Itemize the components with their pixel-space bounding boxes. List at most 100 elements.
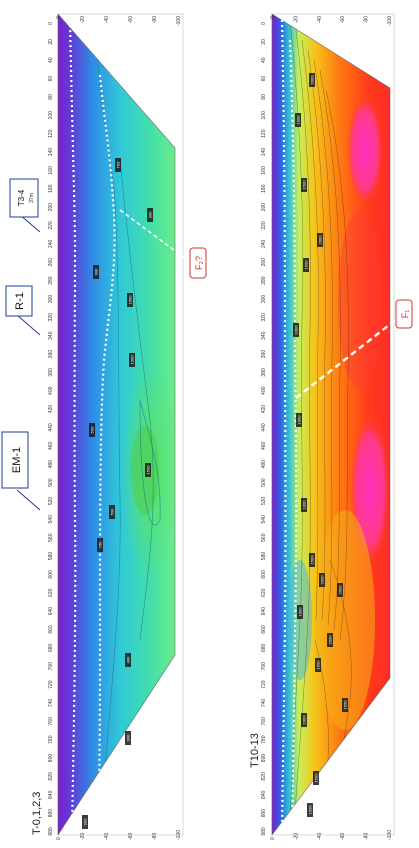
depth-tick-label-bottom: -40: [104, 833, 110, 840]
contour-label: 2000: [310, 75, 315, 85]
depth-tick-label-top: -60: [340, 16, 346, 23]
x-tick-label: 100: [261, 111, 267, 120]
contour-label-bg: [313, 771, 319, 785]
x-tick-label: 740: [48, 699, 54, 708]
contour-label-bg: [147, 208, 153, 222]
contour-label: 2000: [328, 635, 333, 645]
contour-label-bg: [342, 698, 348, 712]
x-tick-label: 300: [261, 295, 267, 304]
x-tick-label: 460: [261, 441, 267, 450]
contour-label-bg: [301, 498, 307, 512]
callout-t34-sub: 37m: [29, 193, 35, 203]
x-tick-label: 880: [261, 827, 267, 836]
x-tick-label: 600: [261, 570, 267, 579]
x-tick-label: 860: [48, 809, 54, 818]
x-tick-label: 420: [261, 405, 267, 414]
section-panel-top: 0 20 40 60 80 100 120 140 160 180 200 220 240 260 280 3…: [1, 13, 207, 840]
x-tick-label: 620: [261, 588, 267, 597]
contour-label-bg: [297, 605, 303, 619]
x-tick-label: 140: [48, 148, 54, 157]
x-tick-label: 840: [261, 790, 267, 799]
contour-label-bg: [307, 803, 313, 817]
x-tick-label: 880: [48, 827, 54, 836]
x-tick-label: 220: [48, 221, 54, 230]
contour-labels-bottom: 2000 1000 1500 2000 1500 1000 1000 1000 1500 2000…: [293, 73, 348, 817]
x-tick-label: 640: [261, 607, 267, 616]
x-tick-label: 20: [261, 39, 267, 45]
x-tick-label: 480: [48, 460, 54, 469]
contour-label: 1500: [316, 660, 321, 670]
contour-label: 1500: [304, 260, 309, 270]
contour-label-bg: [115, 158, 121, 172]
contour-label-bg: [295, 113, 301, 127]
x-tick-label: 20: [48, 39, 54, 45]
depth-tick-label-top: -100: [387, 16, 393, 26]
contour-label: 900: [126, 734, 131, 741]
callout-r1-text: R-1: [14, 292, 26, 310]
x-tick-label: 300: [48, 295, 54, 304]
x-tick-label: 460: [48, 441, 54, 450]
contour-label-bg: [301, 713, 307, 727]
contour-label: 1000: [298, 607, 303, 617]
contour-label: 900: [94, 268, 99, 275]
x-tick-label: 220: [261, 221, 267, 230]
boundary-dotted-line-bottom-2: [288, 39, 298, 831]
contour-label: 2000: [338, 585, 343, 595]
contour-label: 500: [110, 508, 115, 515]
boundary-dotted-line-top-2: [96, 74, 116, 831]
x-tick-label: 400: [48, 386, 54, 395]
fault-f1-label: F₁: [400, 310, 410, 319]
x-tick-label: 700: [48, 662, 54, 671]
contour-label: 1000: [296, 115, 301, 125]
contour-label: 500: [90, 426, 95, 433]
x-tick-label: 700: [261, 662, 267, 671]
x-tick-label: 360: [261, 350, 267, 359]
x-tick-label: 80: [48, 94, 54, 100]
x-tick-label: 120: [48, 129, 54, 138]
x-tick-label: 740: [261, 699, 267, 708]
x-tick-label: 800: [48, 754, 54, 763]
contour-label: 1000: [297, 415, 302, 425]
contour-label: 1500: [308, 805, 313, 815]
depth-tick-label-top: -80: [364, 16, 370, 23]
contour-label: 1500: [302, 180, 307, 190]
x-tick-label: 560: [261, 533, 267, 542]
contour-label-bg: [93, 265, 99, 279]
panel-top-fill: [58, 14, 175, 835]
x-tick-label: 720: [48, 680, 54, 689]
x-tick-label: 200: [261, 203, 267, 212]
contour-label-bg: [327, 633, 333, 647]
contour-label-bg: [301, 178, 307, 192]
x-tick-label: 380: [261, 368, 267, 377]
panel-bottom-label: T10-13: [249, 733, 261, 768]
x-tick-label: 340: [48, 331, 54, 340]
x-tick-label: 240: [48, 239, 54, 248]
x-tick-labels-top: 0 20 40 60 80 100 120 140 160 180 200 220 240 260 280 3…: [48, 22, 54, 836]
depth-tick-label-top: 0: [270, 16, 276, 19]
depth-tick-label-bottom: 0: [56, 837, 62, 840]
contour-label: 700: [98, 541, 103, 548]
x-tick-label: 40: [48, 57, 54, 63]
x-tick-label: 80: [261, 94, 267, 100]
depth-tick-label-top: -60: [128, 16, 134, 23]
x-tick-label: 760: [48, 717, 54, 726]
x-tick-label: 720: [261, 680, 267, 689]
contour-label: 1500: [314, 773, 319, 783]
depth-tick-label-bottom: -80: [152, 833, 158, 840]
contour-label: 1000: [302, 500, 307, 510]
x-tick-label: 540: [261, 515, 267, 524]
depth-tick-label-top: -100: [176, 16, 182, 26]
x-tick-label: 500: [48, 478, 54, 487]
x-tick-label: 660: [48, 625, 54, 634]
x-tick-label: 820: [261, 772, 267, 781]
contour-label: 1000: [128, 295, 133, 305]
contour-label: 1000: [294, 325, 299, 335]
contour-label-bg: [129, 353, 135, 367]
x-tick-label: 500: [261, 478, 267, 487]
x-tick-label: 760: [261, 717, 267, 726]
depth-tick-label-top: -20: [80, 16, 86, 23]
boundary-dotted-line-bottom-1: [280, 19, 287, 831]
x-tick-label: 140: [261, 148, 267, 157]
x-tick-label: 180: [48, 184, 54, 193]
x-tick-label: 780: [48, 735, 54, 744]
